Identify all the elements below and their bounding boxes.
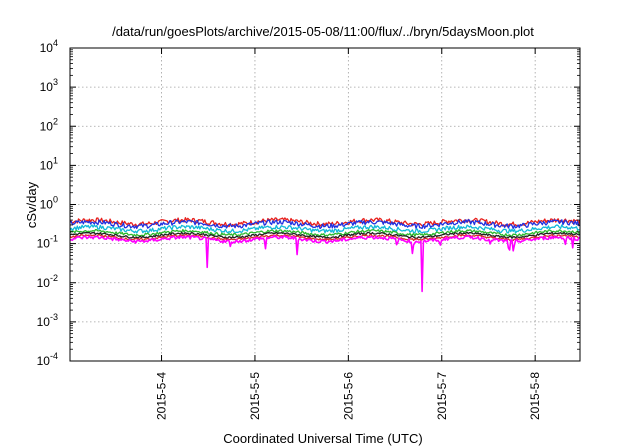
y-tick-label: 102 [40, 116, 58, 133]
series-line [69, 231, 581, 239]
series-line [69, 224, 581, 234]
y-tick-label: 101 [40, 155, 58, 172]
y-tick-label: 10-3 [37, 312, 58, 329]
x-axis-ticks: 2015-5-4 2015-5-5 2015-5-6 2015-5-7 2015-5-8 [155, 48, 542, 420]
y-tick-label: 104 [40, 38, 58, 55]
x-tick-label: 2015-5-8 [528, 372, 542, 420]
series-lines [69, 217, 581, 293]
grid-lines [70, 48, 580, 361]
x-tick-label: 2015-5-5 [248, 372, 262, 420]
x-tick-label: 2015-5-6 [341, 372, 355, 420]
y-tick-label: 10-4 [37, 351, 58, 368]
y-axis-label: cSv/day [24, 181, 39, 228]
x-tick-label: 2015-5-4 [155, 372, 169, 420]
chart-title: /data/run/goesPlots/archive/2015-05-08/1… [112, 24, 534, 39]
series-line [69, 219, 581, 230]
y-tick-label: 10-1 [37, 234, 58, 251]
x-tick-label: 2015-5-7 [435, 372, 449, 420]
series-line [69, 228, 581, 237]
series-line [69, 217, 581, 228]
x-axis-label: Coordinated Universal Time (UTC) [223, 431, 422, 446]
series-line [69, 234, 581, 293]
y-tick-label: 103 [40, 77, 58, 94]
y-tick-label: 100 [40, 195, 58, 212]
y-tick-label: 10-2 [37, 273, 58, 290]
